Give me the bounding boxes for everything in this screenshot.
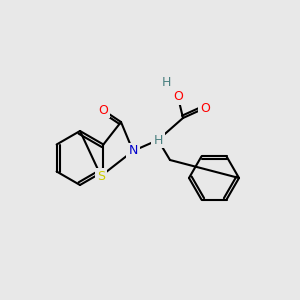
Text: H: H <box>153 134 163 146</box>
Text: N: N <box>128 145 138 158</box>
Text: S: S <box>97 169 105 182</box>
Text: H: H <box>161 76 171 89</box>
Text: O: O <box>200 101 210 115</box>
Text: O: O <box>98 103 108 116</box>
Text: O: O <box>173 91 183 103</box>
